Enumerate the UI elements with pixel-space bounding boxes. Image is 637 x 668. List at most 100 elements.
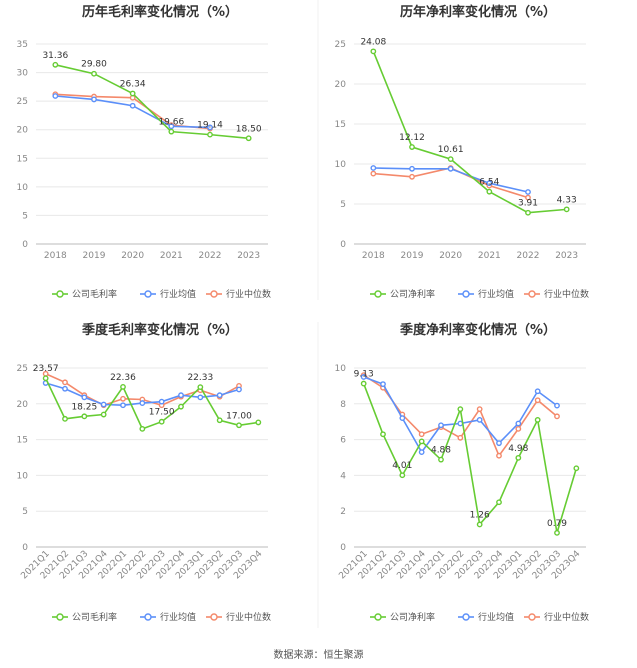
legend-label: 行业中位数	[226, 288, 271, 300]
legend-item[interactable]: 行业中位数	[524, 611, 589, 623]
data-point	[399, 415, 406, 422]
x-tick-label: 2019	[83, 251, 106, 261]
series-line	[44, 377, 259, 430]
data-point	[139, 425, 146, 432]
data-label: 4.33	[557, 195, 577, 205]
legend-item[interactable]: 行业均值	[140, 288, 196, 300]
legend-item[interactable]: 公司毛利率	[52, 611, 117, 623]
series-line	[372, 51, 567, 214]
data-label: 10.61	[438, 145, 464, 155]
y-tick-label: 25	[17, 97, 28, 107]
data-point	[447, 156, 454, 163]
chart-panel-2: 历年净利率变化情况（%） 0 5 10 15 20 25 2018 2019 2020 2021 20…	[335, 4, 589, 300]
y-tick-label: 0	[340, 543, 346, 553]
x-tick-label: 2021	[478, 251, 501, 261]
data-point	[62, 385, 68, 392]
data-point	[91, 70, 97, 77]
x-tick-label: 2018	[362, 251, 385, 261]
data-point	[515, 425, 522, 432]
data-point	[216, 417, 223, 424]
legend-item[interactable]: 行业中位数	[206, 288, 271, 300]
legend-label: 行业中位数	[544, 288, 589, 300]
legend-label: 行业均值	[478, 288, 514, 300]
y-tick-label: 10	[17, 471, 29, 481]
legend-item[interactable]: 行业中位数	[524, 288, 589, 300]
legend-item[interactable]: 公司毛利率	[52, 288, 117, 300]
legend-label: 公司净利率	[390, 288, 435, 300]
data-point	[380, 431, 386, 438]
legend-label: 行业均值	[160, 611, 196, 623]
data-point	[525, 209, 531, 216]
legend-label: 行业均值	[478, 611, 514, 623]
data-point	[573, 465, 580, 472]
data-point	[515, 454, 522, 461]
data-label: 29.80	[81, 60, 107, 70]
data-point	[447, 165, 454, 172]
chart-title: 历年毛利率变化情况（%）	[82, 4, 238, 20]
y-tick-label: 0	[22, 240, 28, 250]
x-tick-label: 2018	[44, 251, 67, 261]
series-line	[55, 64, 249, 140]
data-point	[158, 398, 165, 405]
y-tick-label: 5	[340, 200, 346, 210]
chart-panel-3: 季度毛利率变化情况（%）05101520252021Q12021Q22021Q3…	[17, 322, 271, 623]
data-point	[515, 420, 522, 427]
chart-panel-4: 季度净利率变化情况（%）02468102021Q12021Q22021Q3202…	[335, 322, 589, 623]
data-point	[42, 375, 49, 382]
y-tick-label: 20	[335, 80, 347, 90]
legend-item[interactable]: 行业均值	[140, 611, 196, 623]
data-point	[91, 96, 97, 103]
data-point	[236, 422, 242, 429]
data-point	[52, 93, 59, 99]
data-point	[168, 128, 175, 135]
data-point	[418, 449, 425, 456]
y-tick-label: 15	[17, 154, 28, 164]
legend-marker	[528, 290, 536, 298]
legend-item[interactable]: 公司净利率	[370, 611, 435, 623]
data-point	[360, 374, 367, 380]
legend-marker	[528, 613, 536, 621]
data-point	[178, 403, 184, 410]
data-label: 3.91	[518, 199, 538, 209]
y-tick-label: 20	[17, 400, 29, 410]
legend-label: 公司净利率	[390, 611, 435, 623]
data-point	[563, 206, 570, 213]
data-point	[534, 397, 541, 404]
data-label: 24.08	[360, 37, 386, 47]
y-tick-label: 15	[17, 436, 28, 446]
data-label: 6.54	[479, 178, 499, 188]
data-point	[457, 406, 464, 413]
legend-item[interactable]: 公司净利率	[370, 288, 435, 300]
x-tick-label: 2020	[121, 251, 144, 261]
data-point	[168, 123, 175, 130]
legend-marker	[144, 613, 152, 621]
data-point	[245, 135, 252, 142]
y-tick-label: 20	[17, 126, 29, 136]
data-label: 18.50	[236, 124, 262, 134]
data-point	[100, 411, 107, 418]
data-point	[81, 394, 88, 401]
y-tick-label: 15	[335, 120, 346, 130]
data-point	[370, 170, 377, 177]
y-tick-label: 2	[340, 507, 346, 517]
y-tick-label: 5	[22, 507, 28, 517]
y-tick-label: 4	[340, 471, 346, 481]
data-point	[236, 386, 242, 393]
legend-item[interactable]: 行业中位数	[206, 611, 271, 623]
data-label: 19.66	[158, 118, 184, 128]
data-point	[120, 395, 126, 402]
data-point	[476, 406, 483, 413]
data-point	[100, 401, 107, 408]
data-label: 26.34	[120, 79, 146, 89]
data-label: 17.00	[226, 411, 252, 421]
series-line	[362, 383, 578, 534]
data-point	[496, 440, 502, 447]
data-point	[476, 417, 483, 423]
legend-item[interactable]: 行业均值	[458, 288, 514, 300]
legend-item[interactable]: 行业均值	[458, 611, 514, 623]
legend-marker	[56, 290, 64, 298]
data-label: 31.36	[42, 51, 68, 61]
x-tick-label: 2022	[199, 251, 222, 261]
y-tick-label: 5	[22, 211, 28, 221]
